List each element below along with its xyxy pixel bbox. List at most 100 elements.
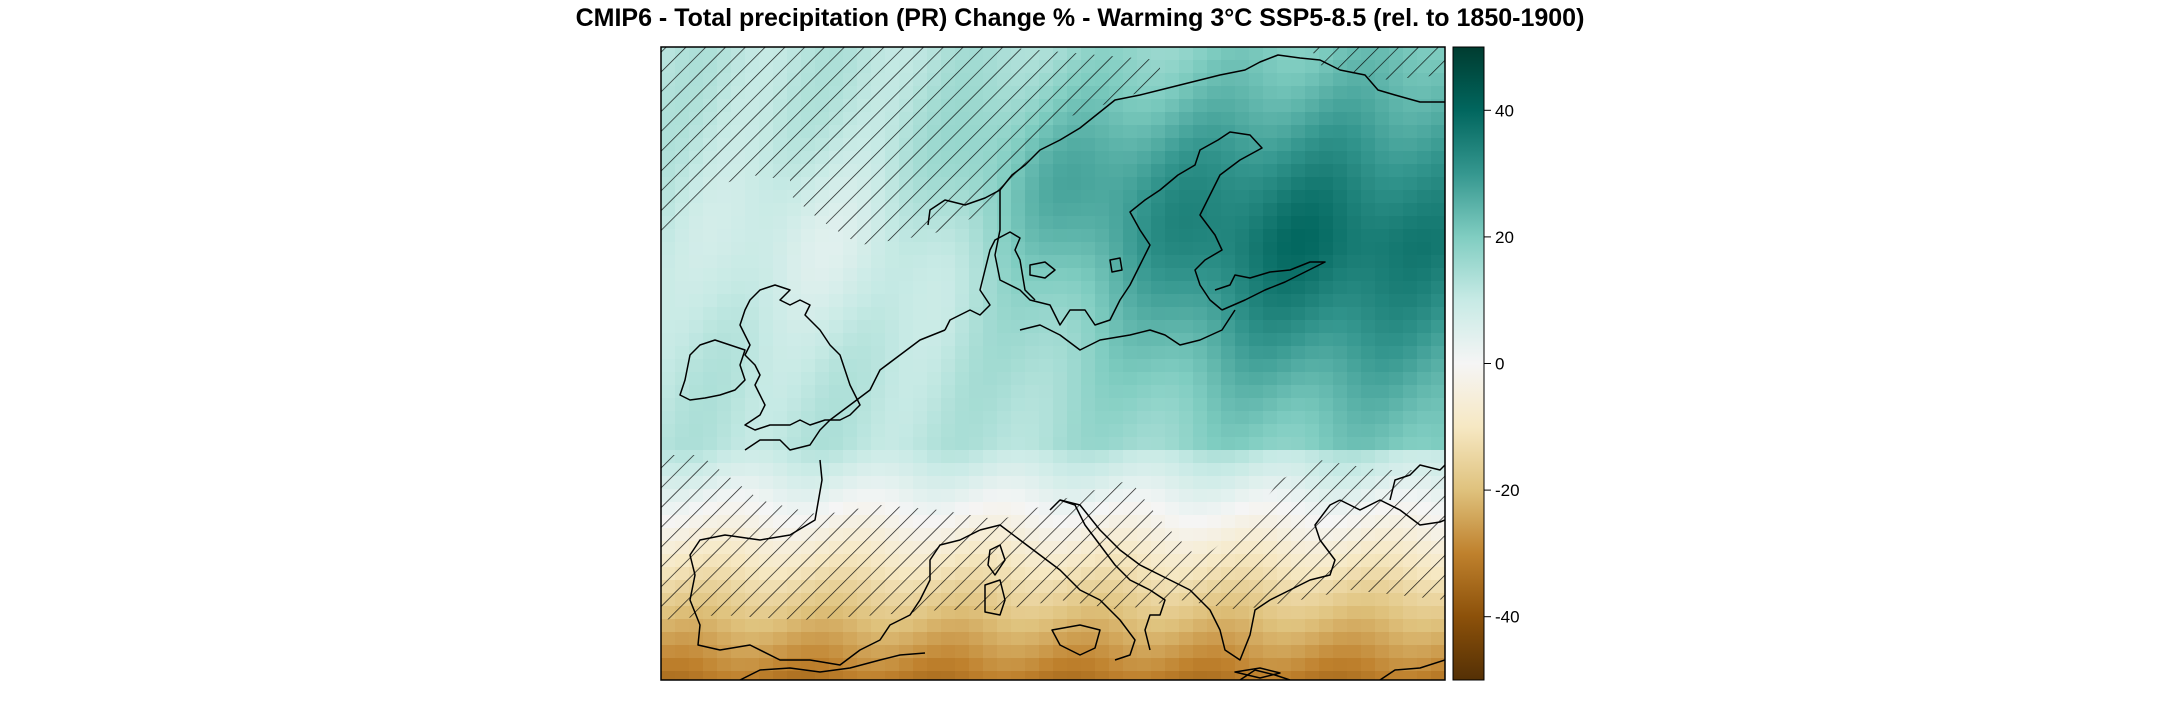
grid-cell [689, 281, 704, 295]
grid-cell [1431, 242, 1445, 256]
grid-cell [829, 671, 844, 680]
grid-cell [1193, 359, 1208, 373]
grid-cell [1179, 125, 1194, 139]
grid-cell [997, 476, 1012, 490]
grid-cell [871, 385, 886, 399]
grid-cell [703, 359, 718, 373]
grid-cell [927, 671, 942, 680]
grid-cell [1305, 333, 1320, 347]
grid-cell [1347, 320, 1362, 334]
grid-cell [1221, 437, 1236, 451]
grid-cell [997, 359, 1012, 373]
grid-cell [1151, 372, 1166, 386]
grid-cell [1137, 385, 1152, 399]
grid-cell [1067, 255, 1082, 269]
grid-cell [1249, 177, 1264, 191]
grid-cell [745, 359, 760, 373]
grid-cell [1053, 398, 1068, 412]
grid-cell [1109, 164, 1124, 178]
grid-cell [1263, 411, 1278, 425]
grid-cell [661, 307, 676, 321]
grid-cell [1249, 281, 1264, 295]
grid-cell [1249, 112, 1264, 126]
grid-cell [1109, 619, 1124, 633]
grid-cell [1151, 281, 1166, 295]
grid-cell [1249, 151, 1264, 165]
grid-cell [1417, 450, 1432, 464]
grid-cell [1291, 320, 1306, 334]
coast-black-sea-north [1389, 464, 1445, 501]
grid-cell [1081, 112, 1096, 126]
grid-cell [1137, 203, 1152, 217]
grid-cell [661, 346, 676, 360]
grid-cell [983, 632, 998, 646]
grid-cell [885, 476, 900, 490]
grid-cell [829, 281, 844, 295]
grid-cell [1193, 541, 1208, 555]
grid-cell [1081, 320, 1096, 334]
grid-cell [1319, 619, 1334, 633]
grid-cell [1319, 86, 1334, 100]
grid-cell [759, 333, 774, 347]
grid-cell [1011, 320, 1026, 334]
grid-cell [1053, 372, 1068, 386]
grid-cell [1095, 437, 1110, 451]
grid-cell [1179, 515, 1194, 529]
grid-cell [1053, 346, 1068, 360]
grid-cell [843, 450, 858, 464]
grid-cell [955, 359, 970, 373]
grid-cell [1193, 619, 1208, 633]
grid-cell [1361, 255, 1376, 269]
grid-cell [801, 268, 816, 282]
grid-cell [1235, 385, 1250, 399]
grid-cell [885, 268, 900, 282]
grid-cell [1333, 333, 1348, 347]
grid-cell [759, 242, 774, 256]
grid-cell [745, 229, 760, 243]
grid-cell [1389, 398, 1404, 412]
grid-cell [913, 359, 928, 373]
grid-cell [1151, 229, 1166, 243]
grid-cell [1207, 320, 1222, 334]
grid-cell [1179, 398, 1194, 412]
grid-cell [1347, 645, 1362, 659]
grid-cell [1263, 398, 1278, 412]
grid-cell [1277, 359, 1292, 373]
grid-cell [1081, 411, 1096, 425]
grid-cell [983, 619, 998, 633]
grid-cell [1319, 658, 1334, 672]
grid-cell [1109, 125, 1124, 139]
grid-cell [1137, 476, 1152, 490]
coast-denmark [984, 231, 1036, 301]
grid-cell [815, 320, 830, 334]
grid-cell [899, 463, 914, 477]
grid-cell [1417, 255, 1432, 269]
grid-cell [969, 385, 984, 399]
grid-cell [1333, 437, 1348, 451]
grid-cell [1179, 476, 1194, 490]
grid-cell [1361, 437, 1376, 451]
grid-cell [1403, 138, 1418, 152]
grid-cell [1095, 203, 1110, 217]
coast-great-britain [739, 284, 861, 431]
grid-cell [1053, 242, 1068, 256]
grid-cell [1179, 411, 1194, 425]
grid-cell [1333, 359, 1348, 373]
grid-cell [1123, 125, 1138, 139]
grid-cell [675, 411, 690, 425]
grid-cell [843, 268, 858, 282]
grid-cell [955, 333, 970, 347]
grid-cell [829, 372, 844, 386]
grid-cell [1207, 411, 1222, 425]
grid-cell [1347, 632, 1362, 646]
grid-cell [1137, 632, 1152, 646]
grid-cell [1305, 216, 1320, 230]
grid-cell [829, 255, 844, 269]
grid-cell [1319, 268, 1334, 282]
grid-cell [969, 229, 984, 243]
grid-cell [689, 385, 704, 399]
grid-cell [1137, 398, 1152, 412]
grid-cell [843, 359, 858, 373]
grid-cell [1067, 424, 1082, 438]
grid-cell [1235, 73, 1250, 87]
